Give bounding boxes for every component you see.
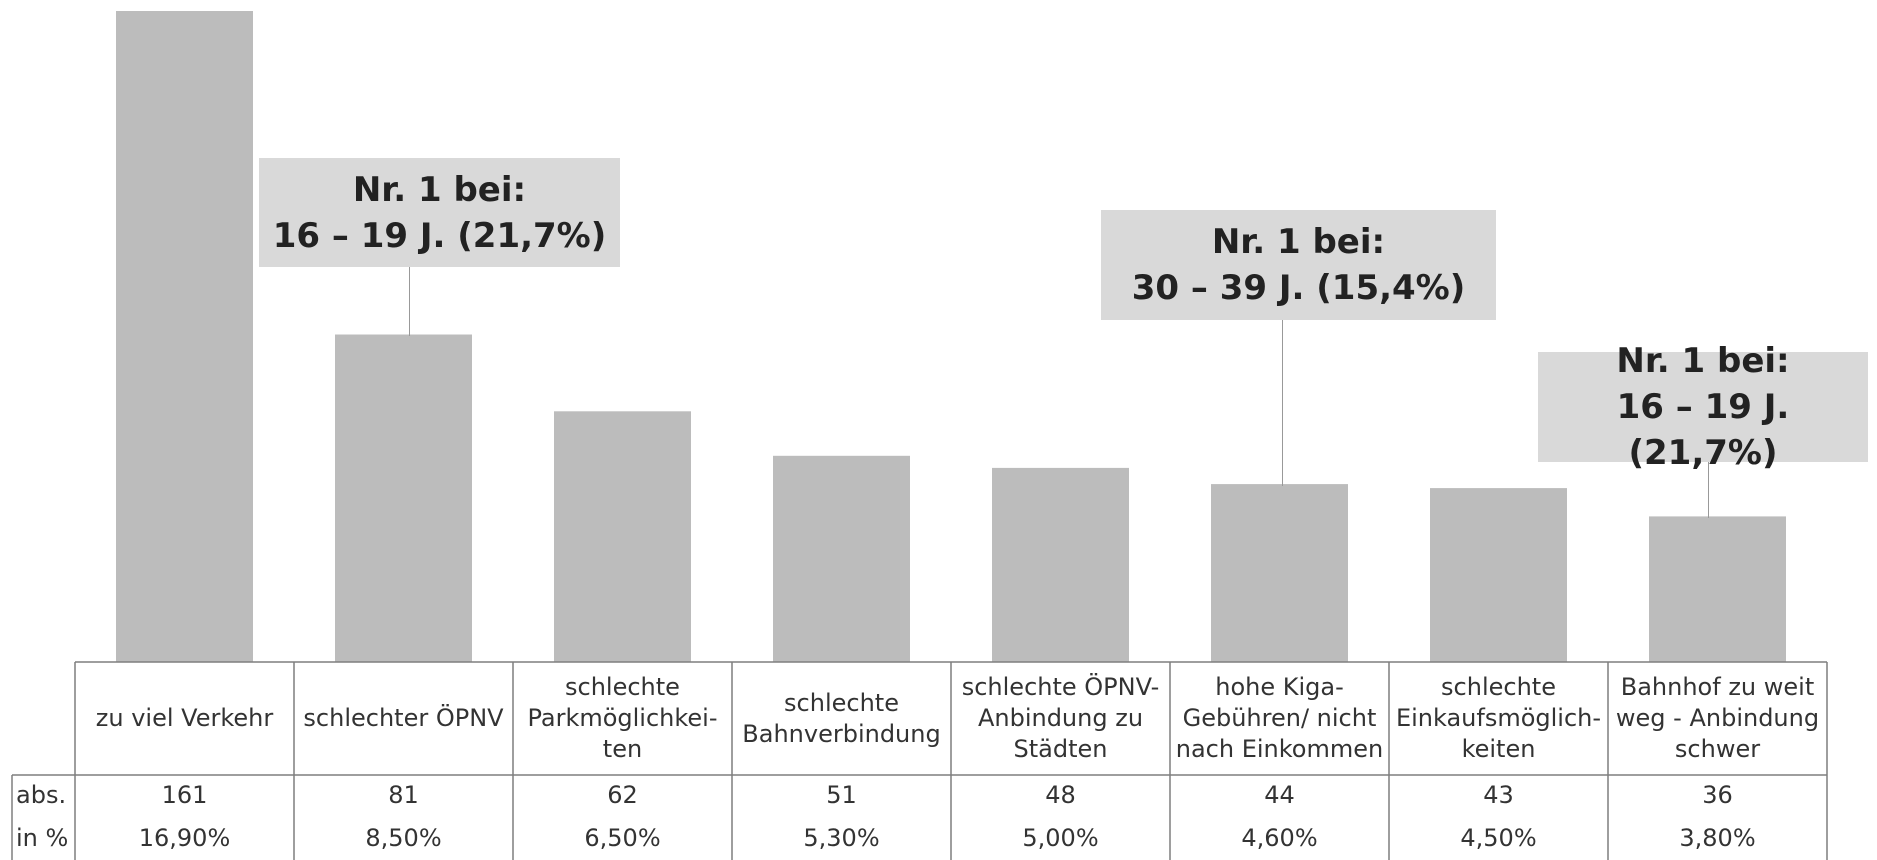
value-abs: 161 bbox=[161, 780, 208, 809]
bar bbox=[992, 467, 1129, 662]
category-label-line: zu viel Verkehr bbox=[95, 704, 274, 732]
category-label-line: weg - Anbindung bbox=[1615, 704, 1820, 732]
value-abs: 51 bbox=[826, 780, 857, 809]
bar bbox=[116, 11, 253, 662]
category-label-line: schlechter ÖPNV bbox=[303, 704, 504, 732]
value-abs: 48 bbox=[1045, 780, 1076, 809]
bars-group bbox=[116, 11, 1786, 662]
value-percent: 4,50% bbox=[1460, 823, 1537, 852]
value-abs: 36 bbox=[1702, 780, 1733, 809]
bar bbox=[554, 411, 691, 662]
value-percent: 5,30% bbox=[803, 823, 880, 852]
callout-detail: 16 – 19 J. (21,7%) bbox=[272, 215, 607, 256]
category-label-line: schlechte bbox=[784, 688, 899, 717]
value-abs: 62 bbox=[607, 780, 638, 809]
callout-title: Nr. 1 bei: bbox=[352, 169, 527, 210]
table-grid bbox=[11, 661, 1828, 860]
category-label: hohe Kiga- Gebühren/ nicht nach Einkommen bbox=[1170, 662, 1389, 775]
category-label-line: schwer bbox=[1674, 735, 1761, 763]
category-label-line: ten bbox=[602, 735, 643, 763]
category-label: Bahnhof zu weit weg - Anbindung schwer bbox=[1608, 662, 1827, 775]
bar bbox=[1649, 516, 1786, 662]
category-label-line: Einkaufsmöglich- bbox=[1395, 704, 1602, 732]
callout-box: Nr. 1 bei: 30 – 39 J. (15,4%) bbox=[1101, 210, 1496, 320]
bar bbox=[1211, 484, 1348, 662]
category-label-line: nach Einkommen bbox=[1175, 735, 1384, 763]
category-label: schlechte Bahnverbindung bbox=[732, 662, 951, 775]
category-label-line: Anbindung zu bbox=[977, 704, 1144, 732]
category-label-line: Städten bbox=[1013, 735, 1108, 763]
callout-title: Nr. 1 bei: bbox=[1616, 341, 1790, 381]
category-label-line: Bahnhof zu weit bbox=[1620, 673, 1815, 701]
callout-box: Nr. 1 bei: 16 – 19 J. (21,7%) bbox=[259, 158, 620, 267]
row-label-percent: in % bbox=[16, 823, 69, 852]
value-percent: 4,60% bbox=[1241, 823, 1318, 852]
value-abs: 43 bbox=[1483, 780, 1514, 809]
value-abs: 81 bbox=[388, 780, 419, 809]
category-label-line: Bahnverbindung bbox=[742, 719, 941, 748]
bar bbox=[335, 334, 472, 662]
category-label-line: Parkmöglichkei- bbox=[527, 704, 718, 732]
category-label-line: keiten bbox=[1461, 735, 1536, 763]
value-percent: 6,50% bbox=[584, 823, 661, 852]
category-label-line: schlechte ÖPNV- bbox=[961, 673, 1160, 701]
value-percent: 16,90% bbox=[138, 823, 231, 852]
category-label-line: schlechte bbox=[565, 673, 680, 701]
callout-title: Nr. 1 bei: bbox=[1211, 222, 1386, 262]
category-label-line: Gebühren/ nicht bbox=[1182, 704, 1377, 732]
callout-box: Nr. 1 bei: 16 – 19 J. (21,7%) bbox=[1538, 341, 1868, 473]
callout-detail: 30 – 39 J. (15,4%) bbox=[1131, 268, 1466, 308]
row-label-abs: abs. bbox=[16, 780, 67, 809]
callout-leader-line bbox=[409, 267, 410, 336]
value-percent: 5,00% bbox=[1022, 823, 1099, 852]
value-percent: 3,80% bbox=[1679, 823, 1756, 852]
category-label: zu viel Verkehr bbox=[75, 662, 294, 775]
callout-leader-line bbox=[1708, 462, 1709, 518]
bar bbox=[773, 455, 910, 662]
category-label: schlechte ÖPNV- Anbindung zu Städten bbox=[951, 662, 1170, 775]
callout-detail: 16 – 19 J. (21,7%) bbox=[1616, 387, 1790, 473]
value-percent: 8,50% bbox=[365, 823, 442, 852]
category-label: schlechte Parkmöglichkei-ten bbox=[513, 662, 732, 775]
category-label-line: hohe Kiga- bbox=[1215, 673, 1344, 701]
category-label-line: schlechte bbox=[1441, 673, 1556, 701]
value-abs: 44 bbox=[1264, 780, 1295, 809]
category-label: schlechter ÖPNV bbox=[294, 662, 513, 775]
category-label: schlechte Einkaufsmöglich-keiten bbox=[1389, 662, 1608, 775]
callout-leader-line bbox=[1282, 320, 1283, 486]
bar bbox=[1430, 488, 1567, 662]
